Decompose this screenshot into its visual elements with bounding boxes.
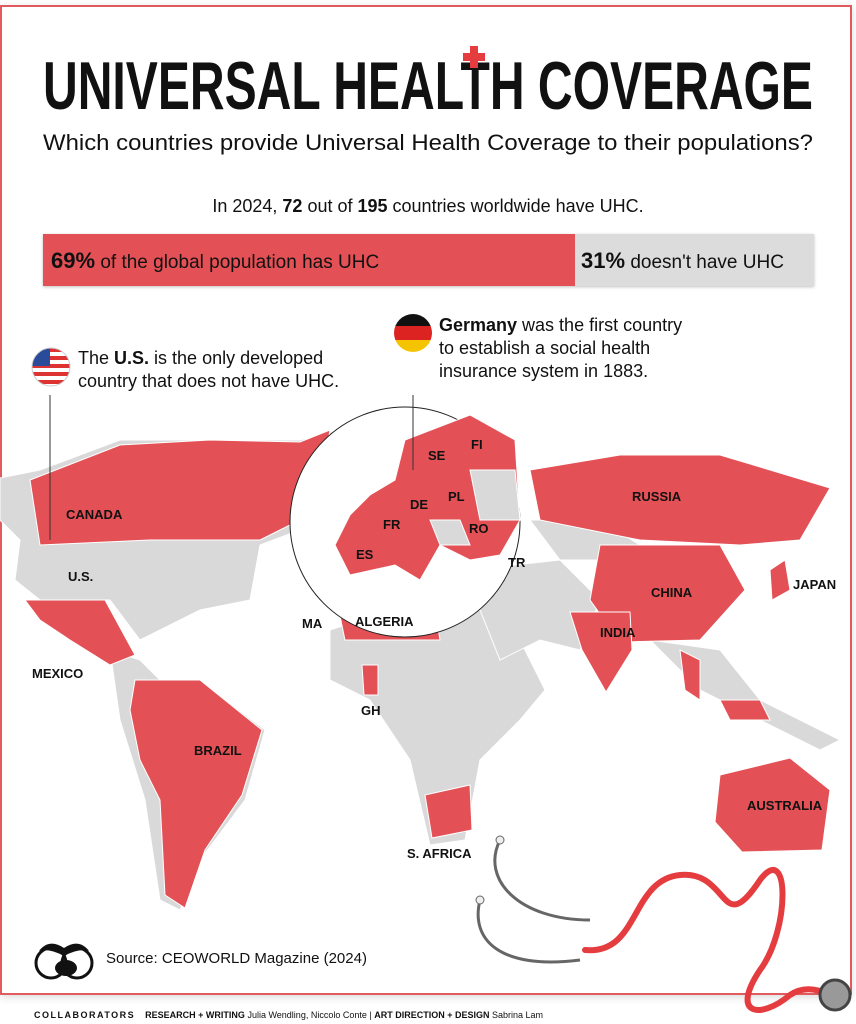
design-names: Sabrina Lam bbox=[491, 1010, 544, 1020]
population-coverage-bar: 69% of the global population has UHC 31%… bbox=[43, 234, 814, 286]
stat-count: 72 bbox=[282, 196, 303, 216]
label-turkey: TR bbox=[508, 555, 526, 570]
collaborators-heading: COLLABORATORS bbox=[34, 1010, 136, 1020]
research-label: RESEARCH + WRITING bbox=[145, 1010, 245, 1020]
subtitle-wrap: Which countries provide Universal Health… bbox=[43, 130, 813, 155]
page-title: UNIVERSAL HEALTH COVERAGE bbox=[43, 48, 813, 118]
country-count-stat: In 2024, 72 out of 195 countries worldwi… bbox=[0, 196, 856, 217]
collaborators-line: COLLABORATORS RESEARCH + WRITING Julia We… bbox=[34, 1010, 543, 1020]
us-note-post: is the only developed bbox=[149, 348, 324, 368]
south-africa-shape bbox=[424, 784, 473, 839]
label-japan: JAPAN bbox=[793, 577, 836, 592]
us-note-bold: U.S. bbox=[114, 348, 150, 368]
us-note: The U.S. is the only developed country th… bbox=[78, 347, 339, 393]
research-names: Julia Wendling, Niccolo Conte bbox=[247, 1010, 367, 1020]
medical-cross-icon bbox=[463, 46, 485, 68]
stat-suffix: countries worldwide have UHC. bbox=[387, 196, 644, 216]
japan-shape bbox=[769, 559, 791, 601]
label-south-africa: S. AFRICA bbox=[407, 846, 472, 861]
stethoscope-illustration bbox=[475, 835, 852, 1013]
stat-prefix: In 2024, bbox=[212, 196, 283, 216]
germany-note-bold: Germany bbox=[439, 315, 518, 335]
mexico-shape bbox=[24, 599, 136, 666]
map-labels: CANADA U.S. MEXICO BRAZIL MA ALGERIA GH … bbox=[32, 437, 836, 861]
ghana-shape bbox=[361, 664, 379, 696]
stat-mid: out of bbox=[302, 196, 358, 216]
publisher-logo-icon bbox=[34, 943, 94, 980]
label-algeria: ALGERIA bbox=[355, 614, 414, 629]
europe-zoom-circle bbox=[289, 406, 521, 638]
source-text: Source: CEOWORLD Magazine (2024) bbox=[106, 950, 367, 967]
stat-total: 195 bbox=[357, 196, 388, 216]
has-uhc-label: 69% of the global population has UHC bbox=[51, 248, 379, 274]
label-canada: CANADA bbox=[66, 507, 123, 522]
no-uhc-value: 31% bbox=[581, 248, 626, 273]
germany-note: Germany was the first country to establis… bbox=[439, 314, 682, 383]
coverage-fill bbox=[43, 234, 575, 286]
world-map: CANADA U.S. MEXICO BRAZIL MA ALGERIA GH … bbox=[0, 395, 842, 911]
label-morocco: MA bbox=[302, 616, 323, 631]
us-flag-icon bbox=[31, 347, 71, 387]
south-america-shape bbox=[129, 679, 263, 909]
label-ghana: GH bbox=[361, 703, 381, 718]
design-label: ART DIRECTION + DESIGN bbox=[374, 1010, 490, 1020]
se-asia-shape bbox=[679, 649, 771, 721]
separator: | bbox=[366, 1010, 375, 1020]
germany-note-line3: insurance system in 1883. bbox=[439, 361, 649, 381]
label-russia: RUSSIA bbox=[632, 489, 682, 504]
label-australia: AUSTRALIA bbox=[747, 798, 823, 813]
label-sweden: SE bbox=[428, 448, 446, 463]
germany-note-post: was the first country bbox=[517, 315, 683, 335]
label-poland: PL bbox=[448, 489, 465, 504]
label-china: CHINA bbox=[651, 585, 693, 600]
page-title-wrap: UNIVERSAL HEALTH COVERAGE bbox=[43, 48, 813, 118]
label-romania: RO bbox=[469, 521, 489, 536]
label-us: U.S. bbox=[68, 569, 93, 584]
no-uhc-text: doesn't have UHC bbox=[625, 252, 784, 273]
germany-note-line2: to establish a social health bbox=[439, 338, 651, 358]
germany-flag-icon bbox=[394, 314, 432, 352]
us-note-line2: country that does not have UHC. bbox=[78, 371, 340, 391]
has-uhc-text: of the global population has UHC bbox=[95, 252, 380, 273]
no-uhc-label: 31% doesn't have UHC bbox=[581, 248, 784, 274]
label-india: INDIA bbox=[600, 625, 636, 640]
russia-shape bbox=[529, 454, 831, 546]
india-shape bbox=[569, 611, 633, 693]
us-note-pre: The bbox=[78, 348, 115, 368]
subtitle: Which countries provide Universal Health… bbox=[43, 130, 813, 155]
label-spain: ES bbox=[356, 547, 374, 562]
label-brazil: BRAZIL bbox=[194, 743, 242, 758]
has-uhc-value: 69% bbox=[51, 248, 96, 273]
label-germany: DE bbox=[410, 497, 428, 512]
label-finland: FI bbox=[471, 437, 483, 452]
australia-shape bbox=[714, 757, 831, 853]
label-mexico: MEXICO bbox=[32, 666, 83, 681]
label-france: FR bbox=[383, 517, 401, 532]
canada-shape bbox=[29, 429, 331, 546]
